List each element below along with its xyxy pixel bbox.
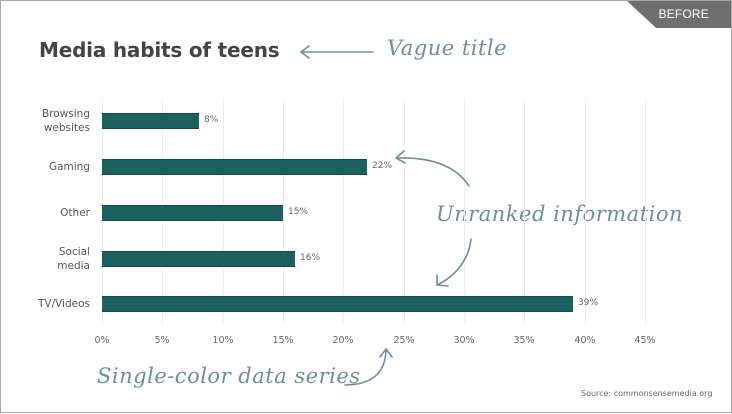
category-label-line: Browsing: [41, 108, 90, 120]
x-tick-label: 45%: [634, 335, 656, 346]
x-tick-label: 10%: [212, 335, 234, 346]
bar: [102, 251, 295, 267]
gridline: [404, 98, 405, 325]
x-tick-label: 5%: [154, 335, 170, 346]
bar: [102, 296, 573, 312]
bar: [102, 113, 199, 129]
category-label-line: Social: [58, 246, 90, 258]
category-label: TV/Videos: [0, 297, 90, 311]
bar-value-label: 8%: [204, 115, 219, 125]
gridline: [464, 98, 465, 325]
annotation-unranked-information: Unranked information: [436, 202, 684, 226]
bar-value-label: 16%: [300, 253, 321, 263]
gridline: [585, 98, 586, 325]
arrow-curved-up-icon: [396, 157, 470, 187]
category-label: Browsing websites: [0, 107, 90, 135]
arrow-curved-down-icon: [436, 238, 472, 286]
x-tick-label: 0%: [94, 335, 110, 346]
category-label-line: Other: [60, 207, 90, 219]
category-label-line: media: [57, 260, 90, 272]
category-label: Social media: [0, 245, 90, 273]
category-label-line: Gaming: [48, 161, 90, 173]
x-tick-label: 40%: [574, 335, 596, 346]
bar: [102, 205, 283, 221]
chart-title: Media habits of teens: [39, 38, 280, 62]
x-tick-label: 35%: [513, 335, 535, 346]
x-tick-label: 30%: [453, 335, 475, 346]
source-note: Source: commonsensemedia.org: [581, 389, 713, 398]
bar-value-label: 15%: [288, 207, 309, 217]
before-badge-label: BEFORE: [658, 7, 709, 21]
category-label: Other: [0, 206, 90, 220]
bar-value-label: 39%: [578, 298, 599, 308]
annotation-vague-title: Vague title: [387, 36, 508, 60]
category-label-line: websites: [43, 122, 90, 134]
gridline: [283, 98, 284, 325]
gridline: [343, 98, 344, 325]
bar-value-label: 22%: [372, 161, 393, 171]
annotation-single-color: Single-color data series: [97, 364, 361, 388]
category-label-line: TV/Videos: [37, 298, 90, 310]
x-tick-label: 20%: [332, 335, 354, 346]
gridline: [645, 98, 646, 325]
arrow-curved-upward-icon: [344, 350, 387, 386]
x-tick-label: 25%: [393, 335, 415, 346]
gridline: [524, 98, 525, 325]
x-tick-label: 15%: [272, 335, 294, 346]
bar: [102, 159, 367, 175]
category-label: Gaming: [0, 160, 90, 174]
